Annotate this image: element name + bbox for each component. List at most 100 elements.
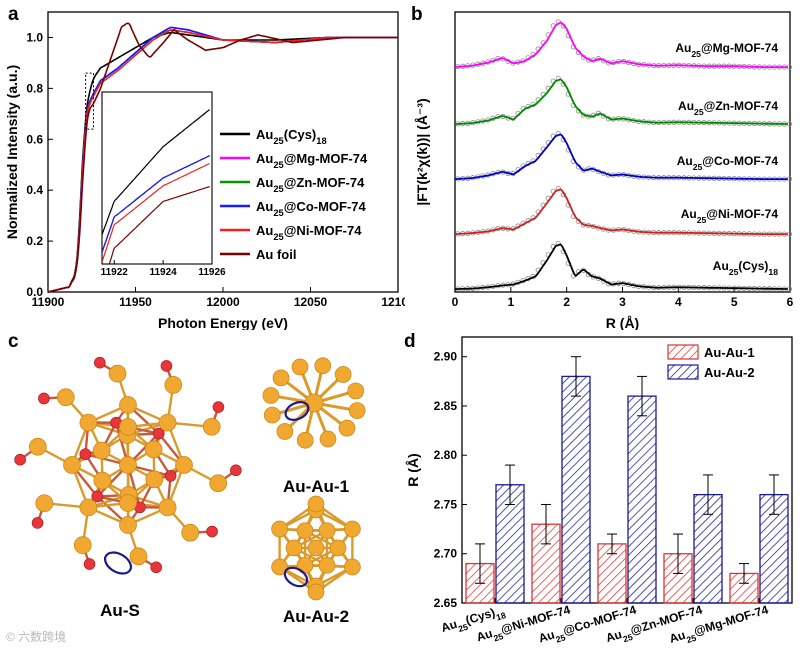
fit-line [454,243,788,290]
panel-b-label: b [411,4,423,25]
x-tick-label: 2 [563,295,570,309]
s-atom [206,525,218,538]
au-atom [202,417,221,436]
highlight-ring [284,401,310,421]
panel-d-label: d [404,331,416,352]
au-atom [271,558,288,576]
legend-swatch [667,364,699,380]
au-atom [344,520,361,538]
au-atom [285,539,303,557]
s-atom [31,517,44,529]
s-atom [152,427,165,440]
s-atom [160,360,173,372]
panel-c-label: c [8,331,19,352]
fit-line [454,21,788,68]
x-axis-title: R (Å) [606,315,639,330]
s-atom [91,490,104,503]
fit-line [454,78,788,125]
au-s-cluster-model [14,356,242,575]
y-tick-label: 0.2 [26,234,43,248]
y-axis-title: |FT(k²χ(k))| (Å⁻³) [414,98,430,205]
s-atom [94,356,106,369]
inset-x-tick-label: 11926 [198,267,226,278]
au-s-label: Au-S [100,601,140,620]
au-atom [307,583,325,601]
au-atom [319,430,337,448]
series-line-au-foil [47,22,398,293]
au-atom [79,498,98,517]
series-label: Au25@Zn-MOF-74 [678,99,778,117]
s-atom [230,464,242,477]
inset-series-line [108,186,210,264]
y-tick-label: 2.70 [434,547,458,561]
au-atom [164,376,183,394]
au-atom [347,382,365,400]
au-atom [271,520,288,538]
au-atom [119,396,137,414]
au-atom [28,437,47,456]
x-tick-label: 12000 [206,295,240,309]
au-au-1-model [262,357,366,449]
y-tick-label: 0.8 [26,81,43,95]
au-atom [318,522,336,540]
legend-label: Au25@Ni-MOF-74 [256,223,362,242]
au-atom [92,441,111,460]
x-tick-label: 3 [619,295,626,309]
legend-label: Au-Au-2 [704,365,755,380]
x-tick-label: 12050 [294,295,328,309]
au-atom [93,471,112,490]
y-tick-label: 0.0 [26,285,43,299]
au-atom [272,369,290,387]
x-tick-label: 0 [452,295,459,309]
bar-au-au-2 [627,395,657,604]
watermark-text: © 六数跨境 [6,630,67,644]
au-atom [209,474,228,493]
panel-a-label: a [8,4,19,25]
panel-b-exafs-chart: b 0 1 2 3 4 5 6 R (Å) |FT(k²χ(k))| (Å⁻³) Au25@Mg-M… [411,4,794,330]
au-atom [119,418,137,436]
bar-au-au-2 [561,375,591,604]
legend-label: Au25@Zn-MOF-74 [256,175,365,194]
au-atom [181,523,200,542]
au-atom [129,547,148,566]
x-tick-label: 4 [675,295,682,309]
au-au-2-label: Au-Au-2 [283,607,349,626]
au-atom [334,366,352,383]
au-atom [276,423,294,440]
au-atom [108,364,127,383]
y-axis-title: Normalized Intensity (a.u.) [4,65,20,239]
s-atom [150,561,162,574]
y-tick-label: 0.6 [26,132,43,146]
inset-series-line [102,155,210,253]
au-atom [296,522,314,540]
au-atom-center [307,539,325,557]
x-axis-title: Photon Energy (eV) [158,315,288,330]
y-tick-label: 2.90 [434,350,458,364]
series-label: Au25@Co-MOF-74 [677,154,779,172]
au-atom [79,413,98,432]
au-atom [145,470,164,489]
fit-line [454,133,788,181]
x-tick-label: 6 [787,295,794,309]
au-atom [262,387,280,404]
x-tick-label: 1 [507,295,514,309]
au-atom [263,406,281,424]
au-atom [119,516,137,534]
au-atom [73,536,92,554]
au-atom [175,456,193,474]
au-atom [63,456,81,474]
au-atom [119,456,137,474]
x-tick-label: 11950 [119,295,152,309]
au-atom [158,498,177,517]
au-atom [318,556,336,574]
y-tick-label: 2.80 [434,448,458,462]
series-label: Au25@Ni-MOF-74 [681,207,779,225]
series-label: Au25(Cys)18 [713,259,778,277]
au-atom [35,494,54,513]
s-atom [38,392,50,405]
au-atom [348,402,366,419]
legend-swatch [667,344,699,360]
au-atom [314,357,332,375]
y-tick-label: 1.0 [26,30,43,44]
